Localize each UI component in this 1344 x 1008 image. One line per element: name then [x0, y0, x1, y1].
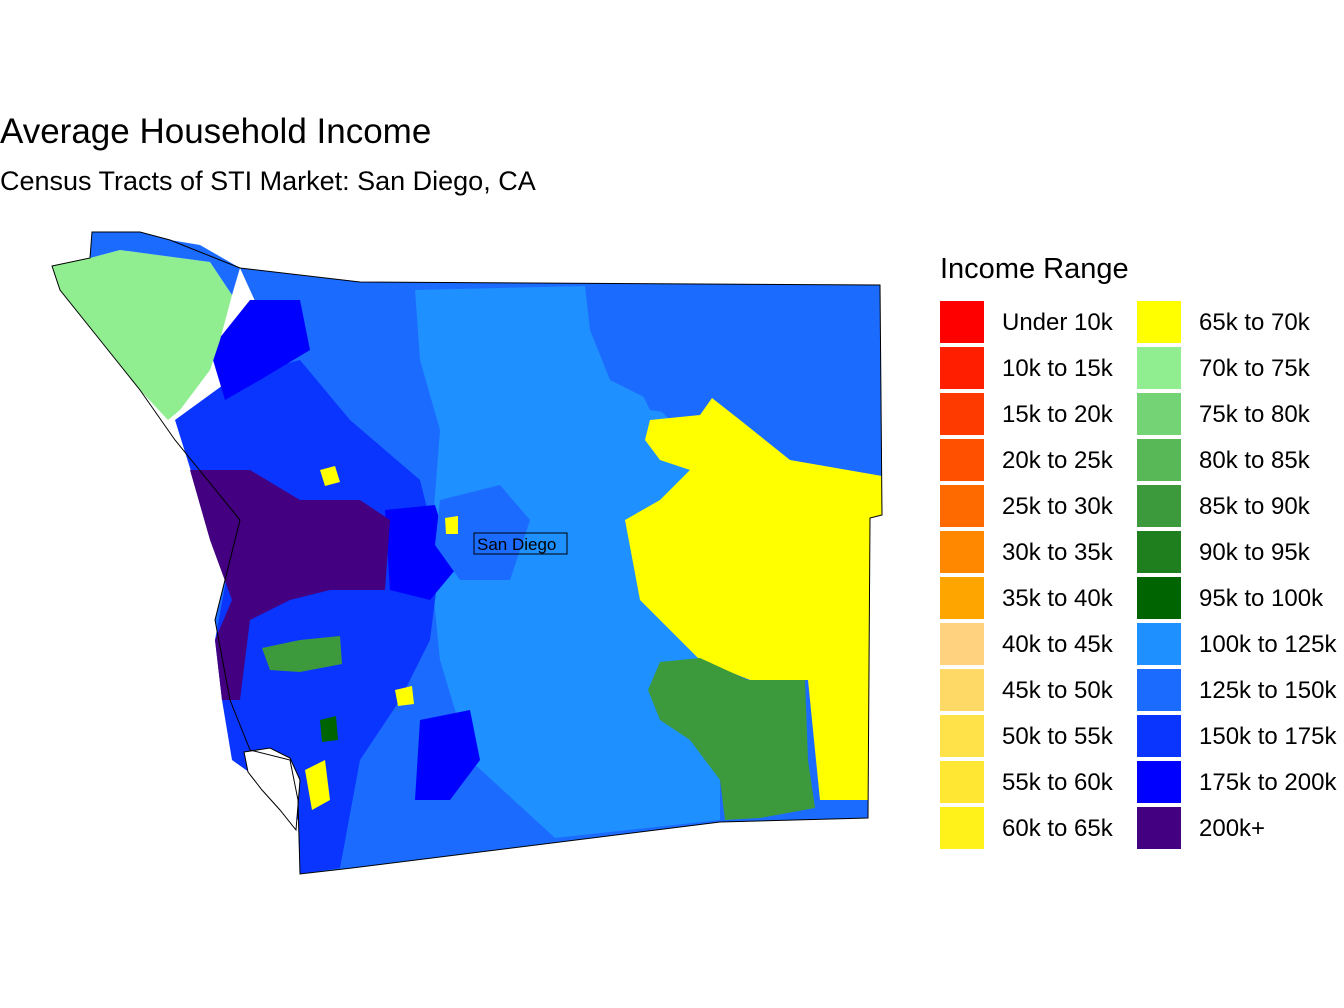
legend-swatch	[1137, 761, 1181, 803]
region-yellow-patch-2	[320, 466, 340, 486]
region-dark-green-patch	[320, 716, 338, 742]
region-bay	[243, 747, 301, 832]
legend-swatch	[1137, 715, 1181, 757]
region-north-coast	[52, 250, 232, 420]
legend-label: 20k to 25k	[1002, 447, 1113, 474]
region-blue-north	[210, 300, 310, 400]
legend-swatch	[940, 761, 984, 803]
legend-swatch	[940, 439, 984, 481]
legend-label: 85k to 90k	[1199, 493, 1310, 520]
legend-swatch	[1137, 485, 1181, 527]
income-map[interactable]: San Diego	[0, 0, 920, 1008]
legend-label: 60k to 65k	[1002, 815, 1113, 842]
legend-swatch	[1137, 393, 1181, 435]
region-purple-coast	[190, 470, 390, 700]
region-yellow-east	[625, 398, 882, 800]
county-outline	[51, 231, 883, 875]
legend-label: 30k to 35k	[1002, 539, 1113, 566]
page-title: Average Household Income	[0, 112, 432, 151]
legend-swatch	[1137, 669, 1181, 711]
region-east-blue	[585, 285, 882, 480]
city-label-box: San Diego	[473, 532, 568, 555]
legend-swatch	[940, 623, 984, 665]
legend-swatch	[940, 807, 984, 849]
legend-swatch	[940, 301, 984, 343]
legend-label: 150k to 175k	[1199, 723, 1337, 750]
legend-swatch	[1137, 807, 1181, 849]
legend-label: 65k to 70k	[1199, 309, 1310, 336]
legend-title: Income Range	[940, 253, 1129, 285]
legend-swatch	[940, 347, 984, 389]
legend-swatch	[1137, 347, 1181, 389]
city-label: San Diego	[477, 535, 556, 554]
legend-swatch	[1137, 577, 1181, 619]
legend-swatch	[1137, 531, 1181, 573]
legend-swatch	[1137, 623, 1181, 665]
legend-label: 175k to 200k	[1199, 769, 1337, 796]
legend-label: 40k to 45k	[1002, 631, 1113, 658]
legend-swatch	[940, 669, 984, 711]
region-green-southeast	[648, 658, 815, 820]
region-blue-southeast	[415, 710, 480, 800]
legend-swatch	[1137, 301, 1181, 343]
page-subtitle: Census Tracts of STI Market: San Diego, …	[0, 166, 536, 196]
legend-label: 45k to 50k	[1002, 677, 1113, 704]
legend-label: 100k to 125k	[1199, 631, 1337, 658]
legend-label: 125k to 150k	[1199, 677, 1337, 704]
legend-label: 200k+	[1199, 815, 1266, 842]
legend-swatch	[940, 393, 984, 435]
legend-label: 15k to 20k	[1002, 401, 1113, 428]
legend-swatch	[940, 715, 984, 757]
legend-label: 35k to 40k	[1002, 585, 1113, 612]
legend-label: 75k to 80k	[1199, 401, 1310, 428]
legend-label: 80k to 85k	[1199, 447, 1310, 474]
region-yellow-patch-3	[305, 760, 330, 810]
legend-label: 70k to 75k	[1199, 355, 1310, 382]
legend-swatch	[940, 531, 984, 573]
legend-label: 55k to 60k	[1002, 769, 1113, 796]
legend-swatch	[940, 485, 984, 527]
legend-label: 50k to 55k	[1002, 723, 1113, 750]
legend-label: 10k to 15k	[1002, 355, 1113, 382]
region-yellow-patch-1	[445, 516, 458, 534]
legend-label: 90k to 95k	[1199, 539, 1310, 566]
legend-label: 95k to 100k	[1199, 585, 1324, 612]
legend-label: 25k to 30k	[1002, 493, 1113, 520]
region-top-strip	[90, 232, 240, 295]
legend-swatch	[1137, 439, 1181, 481]
region-green-patch	[262, 636, 342, 672]
region-central	[415, 286, 720, 838]
legend-label: Under 10k	[1002, 309, 1113, 336]
legend-swatch	[940, 577, 984, 619]
region-yellow-patch-4	[395, 686, 414, 706]
